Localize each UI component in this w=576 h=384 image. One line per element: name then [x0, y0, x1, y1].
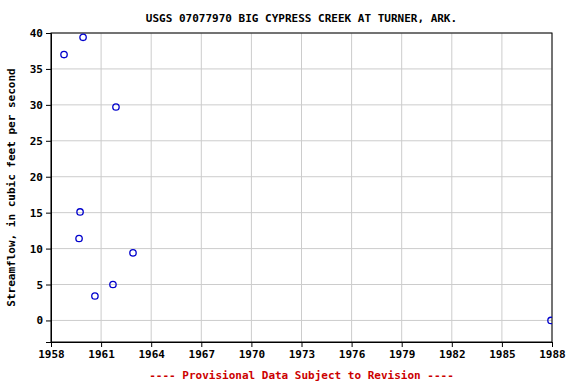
y-tick: 0: [36, 314, 51, 327]
y-grid-line: [51, 320, 552, 321]
chart: 1958 1961 1964 1967 1970 1973 1976 1979 1982 1985…: [0, 0, 576, 384]
y-tick-mark: [46, 249, 51, 250]
x-tick-mark: [502, 342, 503, 347]
y-grid-line: [51, 284, 552, 285]
x-tick-label: 1976: [339, 348, 366, 361]
y-grid-line: [51, 212, 552, 213]
x-tick: 1985: [489, 342, 516, 361]
x-tick: 1970: [239, 342, 266, 361]
data-point: [548, 317, 552, 323]
points: [61, 34, 552, 324]
y-grid-line: [51, 104, 552, 105]
data-point: [113, 104, 119, 110]
x-tick: 1973: [289, 342, 316, 361]
y-tick-mark: [46, 69, 51, 70]
x-grid-line: [401, 33, 402, 342]
x-tick-label: 1979: [389, 348, 416, 361]
y-tick-mark: [46, 213, 51, 214]
y-grid-line: [51, 140, 552, 141]
x-axis: 1958 1961 1964 1967 1970 1973 1976 1979 1982 1985…: [38, 342, 566, 361]
x-tick-mark: [101, 342, 102, 347]
x-tick: 1988: [539, 342, 566, 361]
y-tick-label: 40: [30, 27, 43, 40]
plot-background: [51, 33, 552, 342]
y-tick-label: 5: [36, 279, 43, 292]
x-tick: 1982: [439, 342, 466, 361]
y-tick: 20: [30, 171, 51, 184]
y-tick-label: 20: [30, 171, 43, 184]
y-tick-mark: [46, 320, 51, 321]
x-tick-mark: [352, 342, 353, 347]
x-tick-label: 1958: [38, 348, 65, 361]
x-tick-label: 1982: [439, 348, 466, 361]
grid: [51, 33, 552, 342]
plot: 1958 1961 1964 1967 1970 1973 1976 1979 1982 1985…: [30, 27, 566, 361]
y-tick-label: 10: [30, 243, 43, 256]
y-tick-label: 35: [30, 63, 43, 76]
data-point: [110, 281, 116, 287]
y-tick-mark: [46, 141, 51, 142]
x-grid-line: [201, 33, 202, 342]
x-tick-mark: [151, 342, 152, 347]
x-tick: 1976: [339, 342, 366, 361]
data-point: [61, 51, 67, 57]
y-tick: 40: [30, 27, 51, 40]
x-grid-line: [251, 33, 252, 342]
y-axis: 0 5 10 15 20 25 30 35 40: [30, 27, 52, 342]
x-tick-label: 1985: [489, 348, 516, 361]
y-tick-label: 25: [30, 135, 43, 148]
x-grid-line: [101, 33, 102, 342]
y-grid-line: [51, 176, 552, 177]
x-tick-label: 1967: [189, 348, 216, 361]
x-grid-line: [301, 33, 302, 342]
y-axis-title: Streamflow, in cubic feet per second: [5, 68, 18, 306]
data-point: [92, 293, 98, 299]
x-tick-mark: [302, 342, 303, 347]
x-tick: 1961: [88, 342, 115, 361]
data-point: [77, 209, 83, 215]
data-point: [130, 250, 136, 256]
x-tick-label: 1988: [539, 348, 566, 361]
x-axis-line: [52, 343, 553, 348]
x-tick: 1964: [138, 342, 165, 361]
x-tick: 1958: [38, 342, 65, 361]
y-tick-mark: [46, 33, 51, 34]
y-tick-label: 15: [30, 207, 43, 220]
x-tick-mark: [251, 342, 252, 347]
y-tick-mark: [46, 177, 51, 178]
y-grid-line: [51, 248, 552, 249]
title: USGS 07077970 BIG CYPRESS CREEK AT TURNE…: [146, 12, 457, 25]
x-tick-mark: [552, 342, 553, 347]
x-tick: 1967: [189, 342, 216, 361]
y-tick-label: 30: [30, 99, 43, 112]
y-tick: 30: [30, 99, 51, 112]
x-grid-line: [501, 33, 502, 342]
x-grid-line: [351, 33, 352, 342]
y-tick-mark: [46, 285, 51, 286]
y-tick: 15: [30, 207, 51, 220]
y-tick: 5: [36, 279, 51, 292]
x-tick-mark: [402, 342, 403, 347]
x-tick-label: 1961: [88, 348, 115, 361]
x-tick-label: 1970: [239, 348, 266, 361]
x-tick-label: 1964: [138, 348, 165, 361]
x-grid-line: [451, 33, 452, 342]
x-tick-label: 1973: [289, 348, 316, 361]
data-point: [80, 34, 86, 40]
y-tick: 25: [30, 135, 51, 148]
y-tick-label: 0: [36, 314, 43, 327]
y-tick: 35: [30, 63, 51, 76]
x-grid-line: [151, 33, 152, 342]
x-tick: 1979: [389, 342, 416, 361]
subtitle: ---- Provisional Data Subject to Revisio…: [149, 369, 454, 382]
x-tick-mark: [201, 342, 202, 347]
data-point: [76, 235, 82, 241]
x-tick-mark: [452, 342, 453, 347]
y-grid-line: [51, 68, 552, 69]
plot-frame: [51, 33, 552, 342]
y-tick-mark: [46, 105, 51, 106]
y-tick: 10: [30, 243, 51, 256]
